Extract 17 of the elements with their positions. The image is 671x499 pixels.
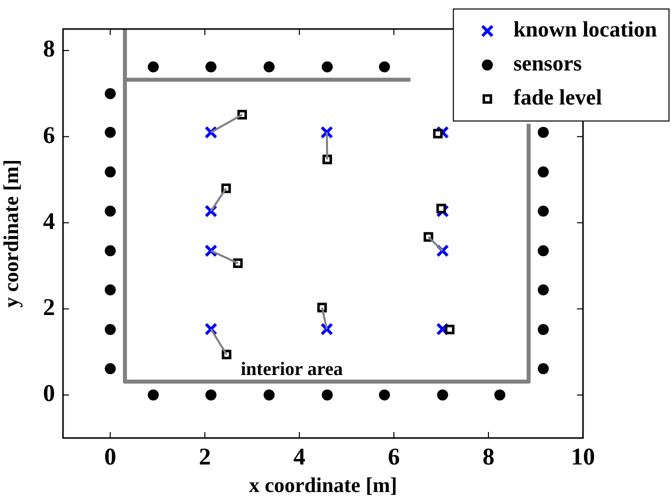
legend-label: sensors: [513, 50, 582, 76]
x-tick-label: 0: [104, 444, 116, 471]
legend-label: known location: [513, 16, 658, 42]
x-tick-label: 6: [388, 444, 400, 471]
x-tick-label: 2: [198, 444, 211, 471]
legend-label: fade level: [513, 84, 602, 110]
x-tick-label: 10: [571, 444, 595, 471]
y-tick-label: 6: [43, 122, 55, 149]
x-axis-title: x coordinate [m]: [248, 472, 398, 497]
annotation: interior area: [240, 359, 344, 380]
y-tick-label: 8: [43, 36, 55, 63]
x-tick-label: 4: [293, 444, 306, 471]
y-tick-label: 2: [43, 295, 55, 322]
y-axis-title: y coordinate [m]: [0, 159, 24, 308]
x-tick-label: 8: [482, 444, 494, 471]
y-tick-label: 0: [43, 381, 55, 408]
y-tick-label: 4: [43, 208, 55, 235]
